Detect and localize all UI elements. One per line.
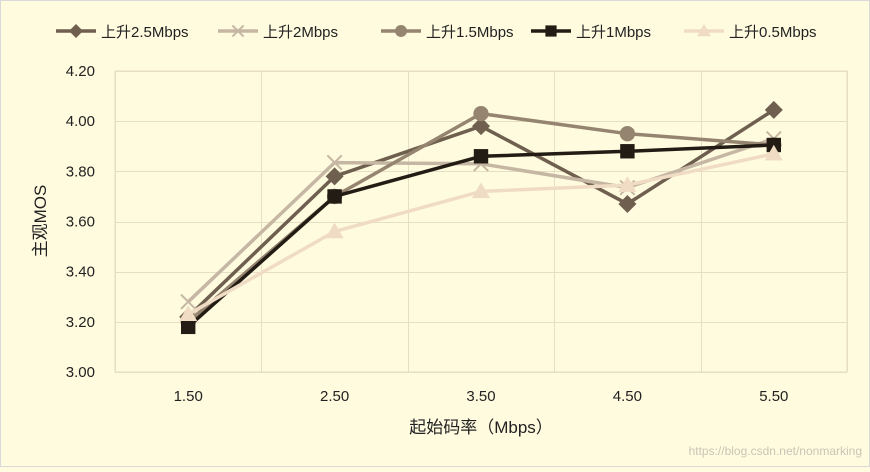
legend-marker [395,25,407,37]
watermark-text: https://blog.csdn.net/nonmarking [689,444,862,458]
legend-marker [697,24,711,37]
data-point [618,176,637,192]
y-tick-label: 4.00 [66,113,95,130]
legend-label: 上升1.5Mbps [426,24,514,41]
x-axis-title: 起始码率（Mbps） [409,418,553,437]
data-point [619,126,636,142]
legend-label: 上升0.5Mbps [729,24,817,41]
series-layer [179,100,783,335]
x-tick-label: 3.50 [466,388,495,405]
y-tick-label: 4.20 [66,63,95,80]
data-point [472,182,490,199]
data-point [620,144,635,159]
data-point [180,293,197,310]
x-tick-label: 1.50 [174,388,203,405]
y-tick-label: 3.00 [66,364,95,381]
x-tick-label: 4.50 [613,388,642,405]
data-point [764,100,783,119]
data-point [618,194,637,213]
y-tick-label: 3.40 [66,264,95,281]
series-5 [179,144,783,322]
data-point [326,154,343,171]
legend-label: 上升1Mbps [576,24,651,41]
data-point [327,189,342,204]
y-tick-labels: 3.00 3.20 3.40 3.60 3.80 4.00 4.20 [66,63,95,381]
legend-label: 上升2Mbps [263,24,338,41]
legend-marker [231,24,245,38]
data-point [325,222,344,239]
legend-item: 上升1.5Mbps [381,24,514,41]
x-tick-labels: 1.50 2.50 3.50 4.50 5.50 [174,388,789,405]
legend: 上升2.5Mbps 上升2Mbps 上升1.5Mbps 上升1Mbps 上升0.5Mbp… [56,24,817,41]
legend-item: 上升0.5Mbps [684,24,817,41]
x-marker-stroke [231,24,245,38]
legend-marker [69,24,83,38]
data-point [325,167,344,186]
data-point [473,105,489,122]
data-point [472,117,490,136]
legend-item: 上升2Mbps [218,24,338,41]
gridlines [114,70,848,373]
data-point [179,305,198,322]
y-axis-title: 主观MOS [31,185,50,258]
legend-label: 上升2.5Mbps [101,24,189,41]
y-tick-label: 3.60 [66,214,95,231]
y-tick-label: 3.80 [66,163,95,180]
y-tick-label: 3.20 [66,314,95,331]
legend-item: 上升2.5Mbps [56,24,189,41]
x-tick-label: 2.50 [320,388,349,405]
data-point [473,149,489,164]
x-marker-stroke [326,154,343,171]
legend-item: 上升1Mbps [531,24,651,41]
legend-marker [545,25,557,37]
series-4 [181,137,781,335]
data-point [764,144,783,161]
data-point [181,319,196,335]
x-tick-label: 5.50 [759,388,788,405]
x-marker-stroke [180,293,197,310]
